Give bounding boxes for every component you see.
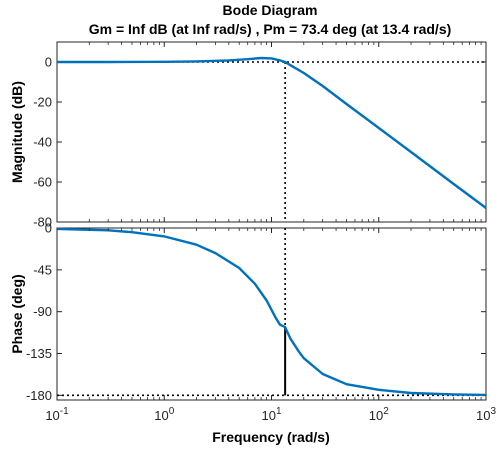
x-tick-label: 103 bbox=[476, 406, 496, 423]
magnitude-y-ticks: 0 -20 -40 -60 -80 bbox=[33, 55, 486, 230]
phase-y-tick-label: -45 bbox=[33, 262, 52, 277]
x-axis-label: Frequency (rad/s) bbox=[212, 429, 329, 445]
phase-panel: 0 -45 -90 -135 -180 Phase (deg) bbox=[9, 221, 487, 403]
magnitude-curve bbox=[57, 56, 487, 209]
magnitude-panel: 0 -20 -40 -60 -80 Magnitude (dB) bbox=[9, 41, 487, 230]
phase-plot-area bbox=[56, 227, 487, 401]
phase-y-tick-label: -135 bbox=[26, 346, 52, 361]
phase-y-tick-label: -180 bbox=[26, 388, 52, 403]
phase-curve bbox=[56, 227, 487, 397]
phase-y-tick-label: -90 bbox=[33, 304, 52, 319]
magnitude-y-tick-label: -80 bbox=[33, 215, 52, 230]
phase-y-label: Phase (deg) bbox=[9, 274, 25, 353]
magnitude-y-tick-label: 0 bbox=[45, 55, 52, 70]
magnitude-y-tick-label: -60 bbox=[33, 175, 52, 190]
x-tick-label: 100 bbox=[154, 406, 174, 423]
phase-y-ticks: 0 -45 -90 -135 -180 bbox=[26, 221, 486, 403]
chart-subtitle: Gm = Inf dB (at Inf rad/s) , Pm = 73.4 d… bbox=[89, 21, 452, 37]
magnitude-plot-area bbox=[56, 41, 487, 223]
magnitude-y-tick-label: -20 bbox=[33, 95, 52, 110]
chart-title: Bode Diagram bbox=[223, 2, 318, 18]
phase-y-tick-label: 0 bbox=[45, 221, 52, 236]
x-tick-label: 10-1 bbox=[45, 406, 69, 423]
magnitude-y-tick-label: -40 bbox=[33, 135, 52, 150]
x-tick-label: 102 bbox=[369, 406, 389, 423]
x-tick-label: 101 bbox=[261, 406, 281, 423]
x-axis-ticks: 10-1 100 101 102 103 bbox=[45, 42, 496, 423]
magnitude-y-label: Magnitude (dB) bbox=[9, 81, 25, 183]
